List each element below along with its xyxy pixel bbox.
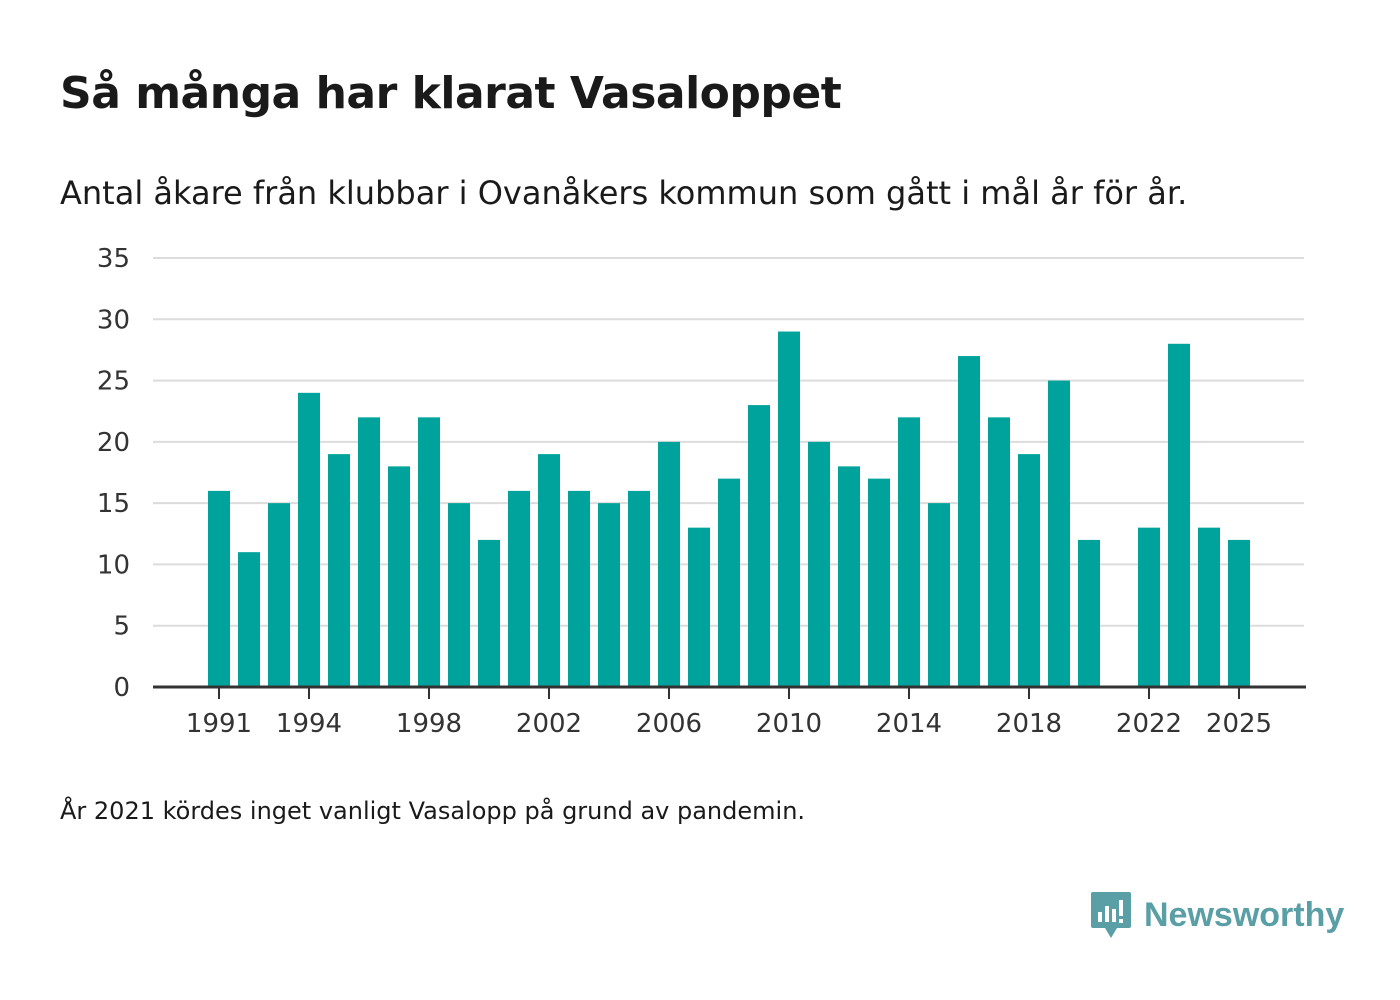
bar-2022 — [1138, 527, 1160, 687]
x-tick-label: 2010 — [756, 709, 822, 739]
bar-2016 — [958, 356, 980, 687]
y-tick-label: 20 — [97, 428, 130, 458]
x-tick-label: 2025 — [1206, 709, 1272, 739]
bar-2002 — [538, 454, 560, 687]
x-axis: 1991 1994 1998 2002 2006 2010 2014 2018 2022 2025 — [153, 685, 1306, 739]
bar-1991 — [208, 490, 230, 687]
bar-2000 — [478, 539, 500, 687]
bar-2005 — [628, 490, 650, 687]
bar-2023 — [1168, 343, 1190, 687]
bar-2024 — [1198, 527, 1220, 687]
y-tick-label: 15 — [97, 489, 130, 519]
brand-name: Newsworthy — [1144, 895, 1345, 934]
bar-2018 — [1018, 454, 1040, 687]
bar-2004 — [598, 503, 620, 687]
bar-2019 — [1048, 380, 1070, 687]
bar-1996 — [358, 417, 380, 687]
bar-2007 — [688, 527, 710, 687]
bar-2014 — [898, 417, 920, 687]
bar-2017 — [988, 417, 1010, 687]
bar-1999 — [448, 503, 470, 687]
bar-1993 — [268, 503, 290, 687]
y-tick-label: 30 — [97, 305, 130, 335]
bar-1995 — [328, 454, 350, 687]
bar-2006 — [658, 441, 680, 687]
bar-1998 — [418, 417, 440, 687]
x-tick-label: 1991 — [186, 709, 252, 739]
y-axis-ticks: 0 5 10 15 20 25 30 35 — [97, 244, 130, 703]
y-tick-label: 5 — [113, 612, 130, 642]
bar-2011 — [808, 441, 830, 687]
bar-2001 — [508, 490, 530, 687]
bar-2008 — [718, 478, 740, 687]
y-tick-label: 35 — [97, 244, 130, 274]
bar-1994 — [298, 392, 320, 687]
chart-title: Så många har klarat Vasaloppet — [60, 68, 842, 119]
x-tick-label: 1994 — [276, 709, 342, 739]
bar-2020 — [1078, 539, 1100, 687]
bar-2009 — [748, 405, 770, 687]
bar-2012 — [838, 466, 860, 687]
x-tick-label: 2006 — [636, 709, 702, 739]
newsworthy-logo-icon — [1091, 892, 1131, 938]
bar-2010 — [778, 331, 800, 687]
bar-2025 — [1228, 539, 1250, 687]
footnote: År 2021 kördes inget vanligt Vasalopp på… — [60, 797, 806, 825]
bar-1997 — [388, 466, 410, 687]
bar-2013 — [868, 478, 890, 687]
x-tick-label: 2022 — [1116, 709, 1182, 739]
bar-1992 — [238, 552, 260, 687]
chart-subtitle: Antal åkare från klubbar i Ovanåkers kom… — [60, 174, 1188, 212]
y-tick-label: 0 — [113, 673, 130, 703]
x-tick-label: 2018 — [996, 709, 1062, 739]
bar-2003 — [568, 490, 590, 687]
y-tick-label: 10 — [97, 550, 130, 580]
bars — [208, 331, 1250, 687]
y-tick-label: 25 — [97, 367, 130, 397]
x-tick-label: 2014 — [876, 709, 942, 739]
x-tick-label: 1998 — [396, 709, 462, 739]
x-tick-label: 2002 — [516, 709, 582, 739]
bar-2015 — [928, 503, 950, 687]
brand-logo: Newsworthy — [1090, 890, 1344, 940]
